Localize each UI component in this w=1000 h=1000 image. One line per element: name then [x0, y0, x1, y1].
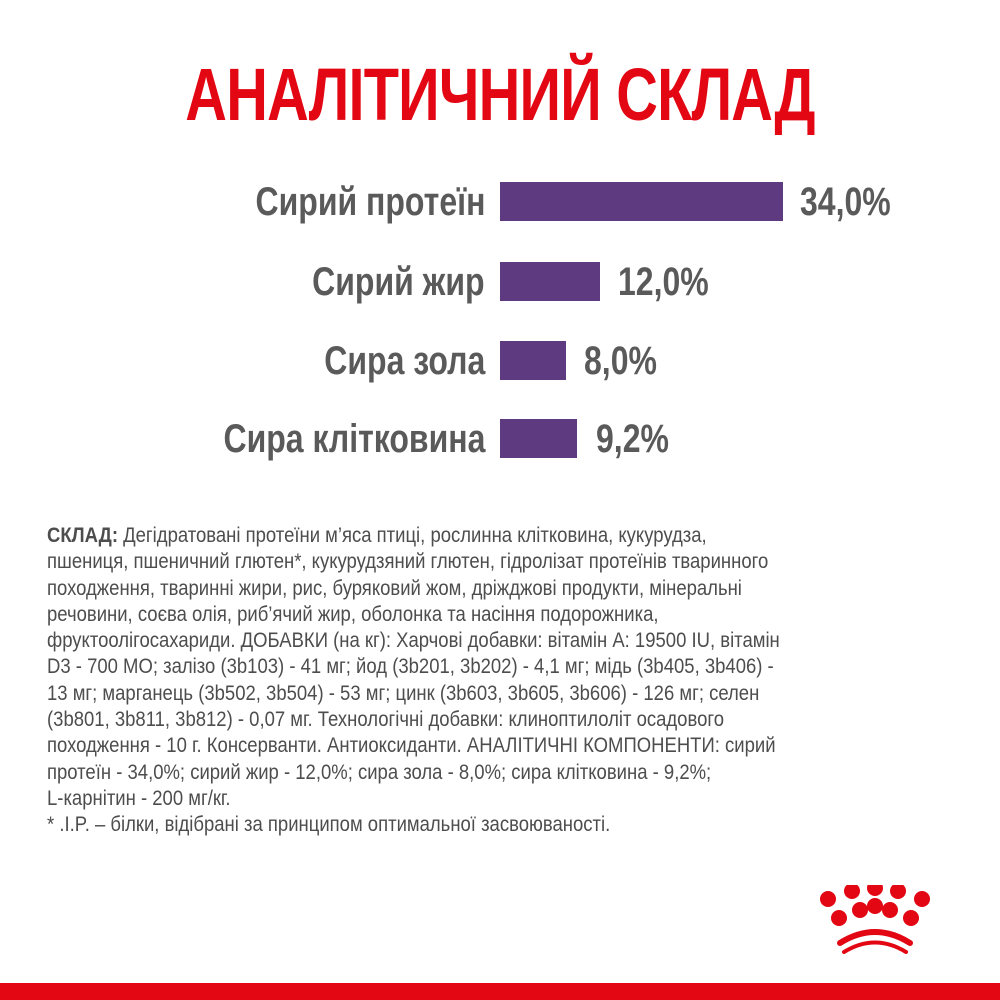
composition-line: СКЛАД: Дегідратовані протеїни м’яса птиц…	[47, 523, 707, 547]
composition-line: походження, тваринні жири, рис, бурякови…	[47, 575, 742, 600]
bar-crude-fat	[500, 262, 600, 301]
bar-value: 9,2%	[596, 417, 669, 461]
bar-label: Сира клітковина	[223, 417, 485, 461]
composition-line: фруктоолігосахариди. ДОБАВКИ (на кг): Ха…	[47, 628, 780, 653]
bar-label: Сирий жир	[312, 260, 485, 304]
chart-row-crude-protein: Сирий протеїн 34,0%	[0, 180, 1000, 224]
analytical-composition-chart: Сирий протеїн 34,0% Сирий жир 12,0% Сира…	[0, 0, 1000, 480]
bottom-brand-strip	[0, 983, 1000, 1000]
composition-text: СКЛАД: Дегідратовані протеїни м’яса птиц…	[47, 522, 947, 838]
bar-crude-protein	[500, 182, 783, 221]
crown-logo-icon	[820, 880, 930, 960]
page-title: АНАЛІТИЧНИЙ СКЛАД	[185, 53, 815, 136]
composition-line: походження - 10 г. Консерванти. Антиокси…	[47, 733, 776, 758]
bar-value: 34,0%	[800, 180, 891, 224]
footnote: * .I.P. – білки, відібрані за принципом …	[47, 812, 611, 837]
composition-line: (3b801, 3b811, 3b812) - 0,07 мг. Техноло…	[47, 707, 724, 732]
composition-heading: СКЛАД:	[47, 523, 118, 547]
composition-line: D3 - 700 МО; залізо (3b103) - 41 мг; йод…	[47, 654, 774, 679]
composition-line: L-карнітин - 200 мг/кг.	[47, 785, 231, 810]
bar-value: 8,0%	[584, 339, 657, 383]
chart-row-crude-fat: Сирий жир 12,0%	[0, 260, 1000, 304]
bar-value: 12,0%	[618, 260, 709, 304]
bar-label: Сира зола	[324, 339, 485, 383]
bar-label: Сирий протеїн	[255, 180, 485, 224]
bar-crude-ash	[500, 341, 566, 380]
composition-line: речовини, соєва олія, риб’ячий жир, обол…	[47, 601, 659, 626]
composition-line: 13 мг; марганець (3b502, 3b504) - 53 мг;…	[47, 680, 760, 705]
chart-row-crude-ash: Сира зола 8,0%	[0, 339, 1000, 383]
bar-crude-fiber	[500, 419, 577, 458]
chart-row-crude-fiber: Сира клітковина 9,2%	[0, 417, 1000, 461]
composition-line: протеїн - 34,0%; сирий жир - 12,0%; сира…	[47, 759, 712, 784]
composition-line: пшениця, пшеничний глютен*, кукурудзяний…	[47, 549, 769, 574]
